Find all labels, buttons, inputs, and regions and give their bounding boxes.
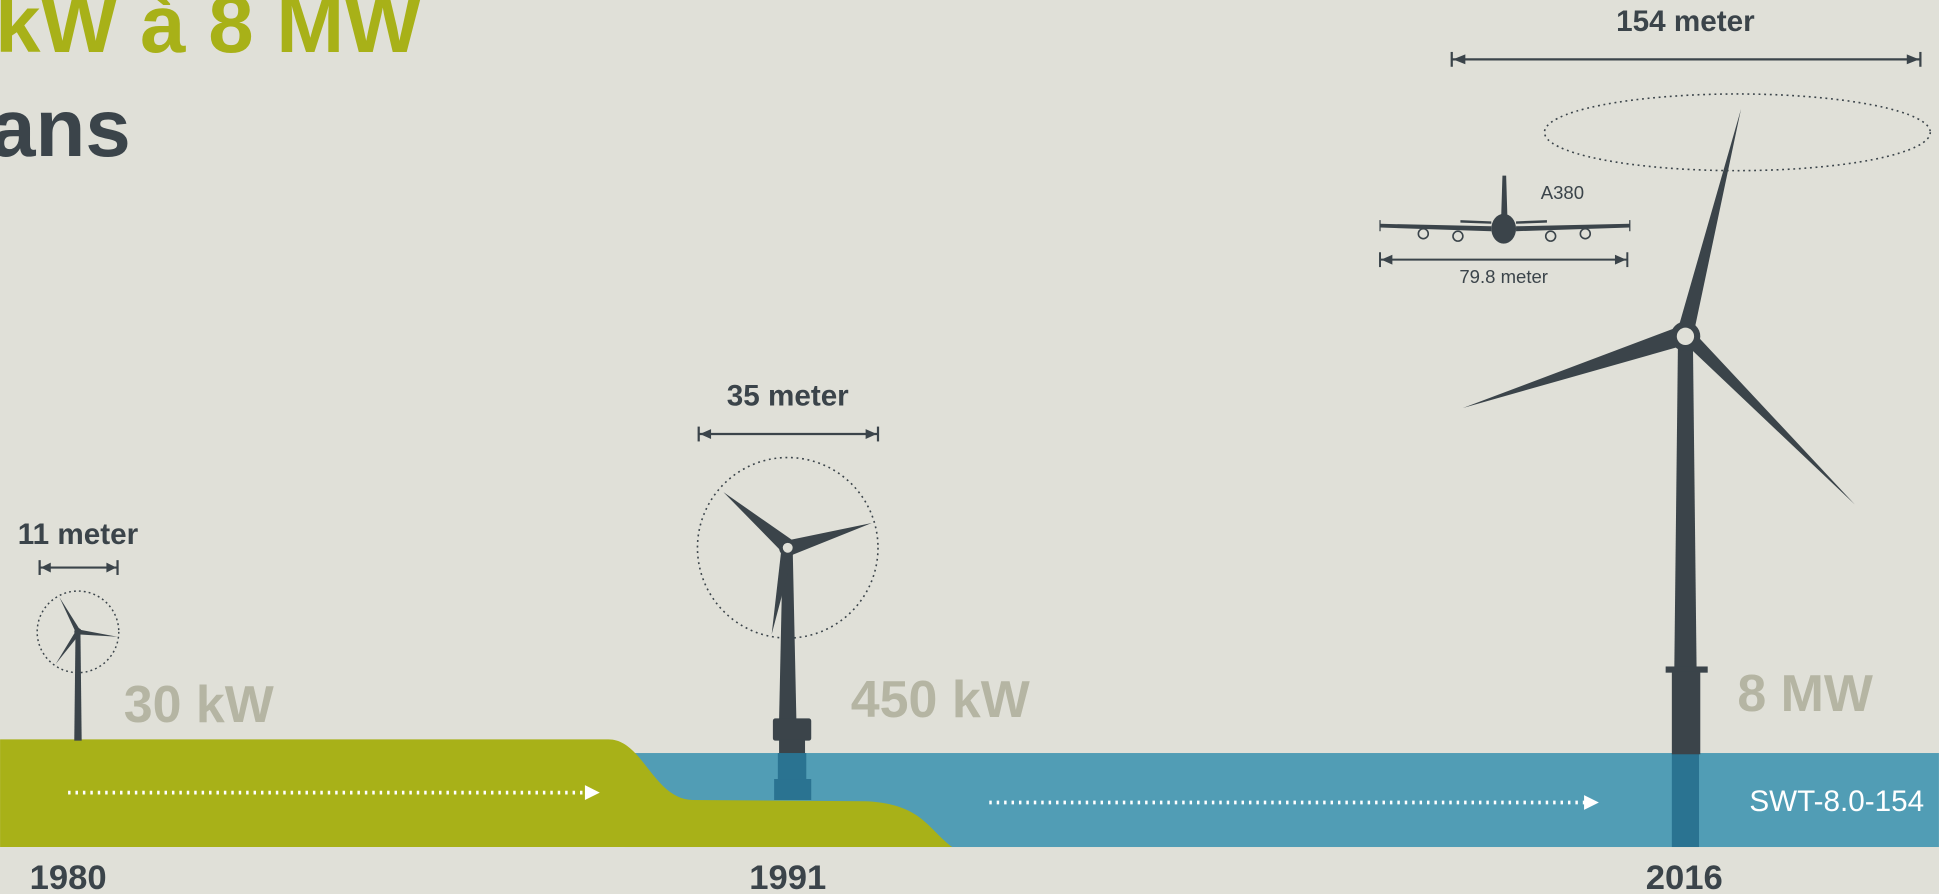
title-line1: kW à 8 MW — [0, 0, 421, 70]
comparison-span: 79.8 meter — [1459, 266, 1548, 287]
comparison-label: A380 — [1541, 182, 1584, 203]
rotor-label: 154 meter — [1616, 5, 1755, 38]
model-label: SWT-8.0-154 — [1749, 785, 1924, 818]
power-label: 30 kW — [124, 676, 274, 734]
power-label: 450 kW — [851, 671, 1030, 729]
power-label: 8 MW — [1737, 665, 1873, 723]
year-label: 1991 — [749, 859, 826, 894]
infographic: kW à 8 MW ans 11 meter 30 kW 1980 — [0, 0, 1939, 894]
monopile — [1672, 753, 1699, 847]
year-label: 2016 — [1646, 859, 1723, 894]
year-label: 1980 — [30, 859, 107, 894]
title-line2: ans — [0, 83, 131, 174]
rotor-label: 11 meter — [18, 518, 139, 551]
rotor-label: 35 meter — [727, 380, 849, 413]
